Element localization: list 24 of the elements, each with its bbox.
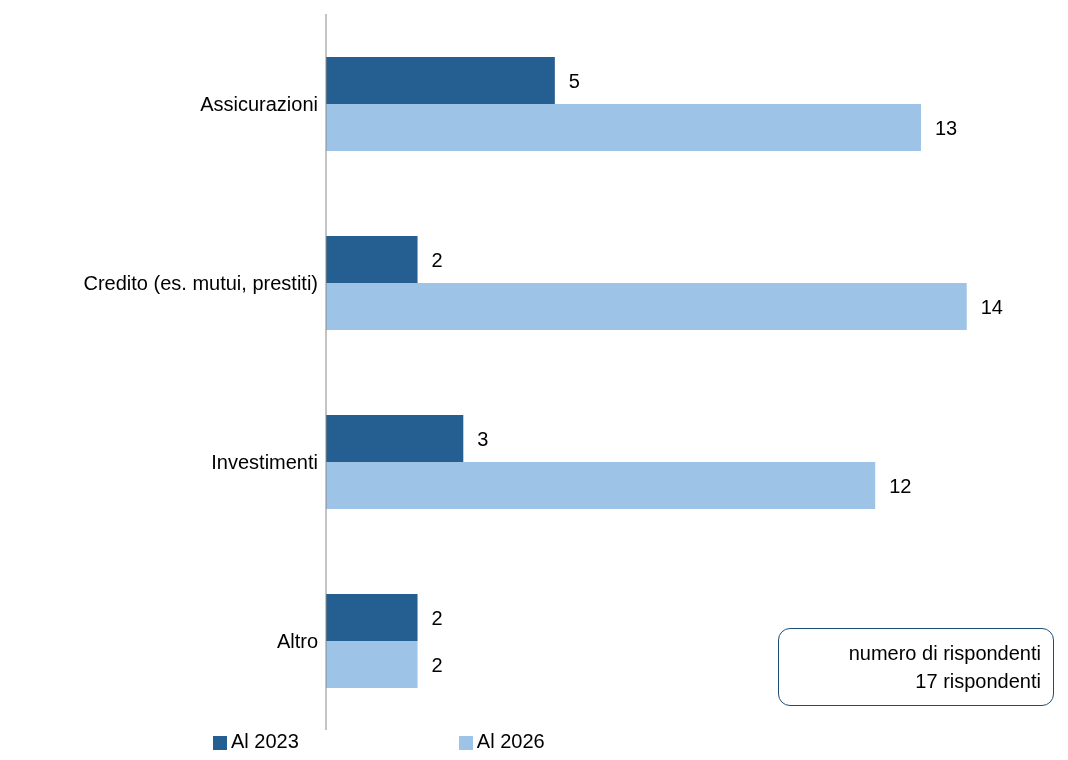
data-label: 2: [431, 653, 443, 676]
y-tick-label: Investimenti: [211, 450, 318, 473]
data-label: 2: [431, 606, 443, 629]
legend-label: Al 2026: [476, 730, 545, 752]
annotation: 17 rispondenti: [914, 669, 1041, 694]
data-label: 5: [568, 69, 580, 92]
bar: [326, 56, 555, 104]
y-tick-label: Credito (es. mutui, prestiti): [83, 271, 318, 294]
y-tick-label: Assicurazioni: [200, 92, 318, 115]
data-label: 3: [477, 427, 489, 450]
bar: [326, 461, 876, 509]
bar: [326, 640, 418, 688]
bar: [326, 593, 418, 641]
bar: [326, 282, 967, 330]
bar: [326, 235, 418, 283]
legend-label: Al 2023: [231, 730, 299, 752]
data-label: 13: [934, 116, 958, 139]
y-tick-label: Altro: [276, 629, 318, 652]
data-label: 2: [431, 248, 443, 271]
bar: [326, 414, 464, 462]
data-label: 12: [889, 474, 912, 497]
annotation: numero di rispondenti: [847, 641, 1041, 666]
bar: [326, 103, 921, 151]
data-label: 14: [980, 295, 1003, 318]
